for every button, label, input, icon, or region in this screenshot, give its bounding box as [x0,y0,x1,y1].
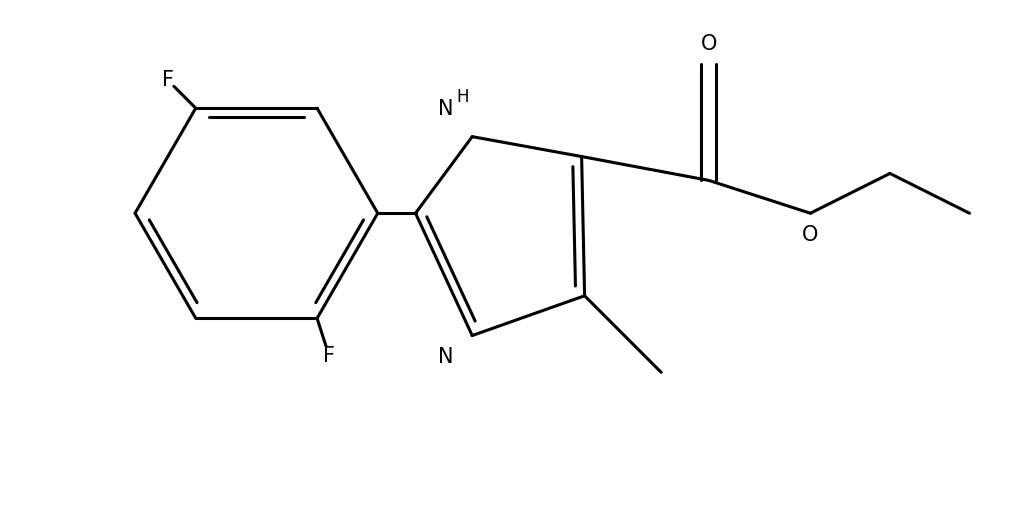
Text: N: N [437,347,453,367]
Text: F: F [162,70,174,90]
Text: O: O [700,34,717,54]
Text: F: F [323,346,335,366]
Text: H: H [456,88,469,106]
Text: N: N [437,99,453,119]
Text: O: O [802,225,818,245]
